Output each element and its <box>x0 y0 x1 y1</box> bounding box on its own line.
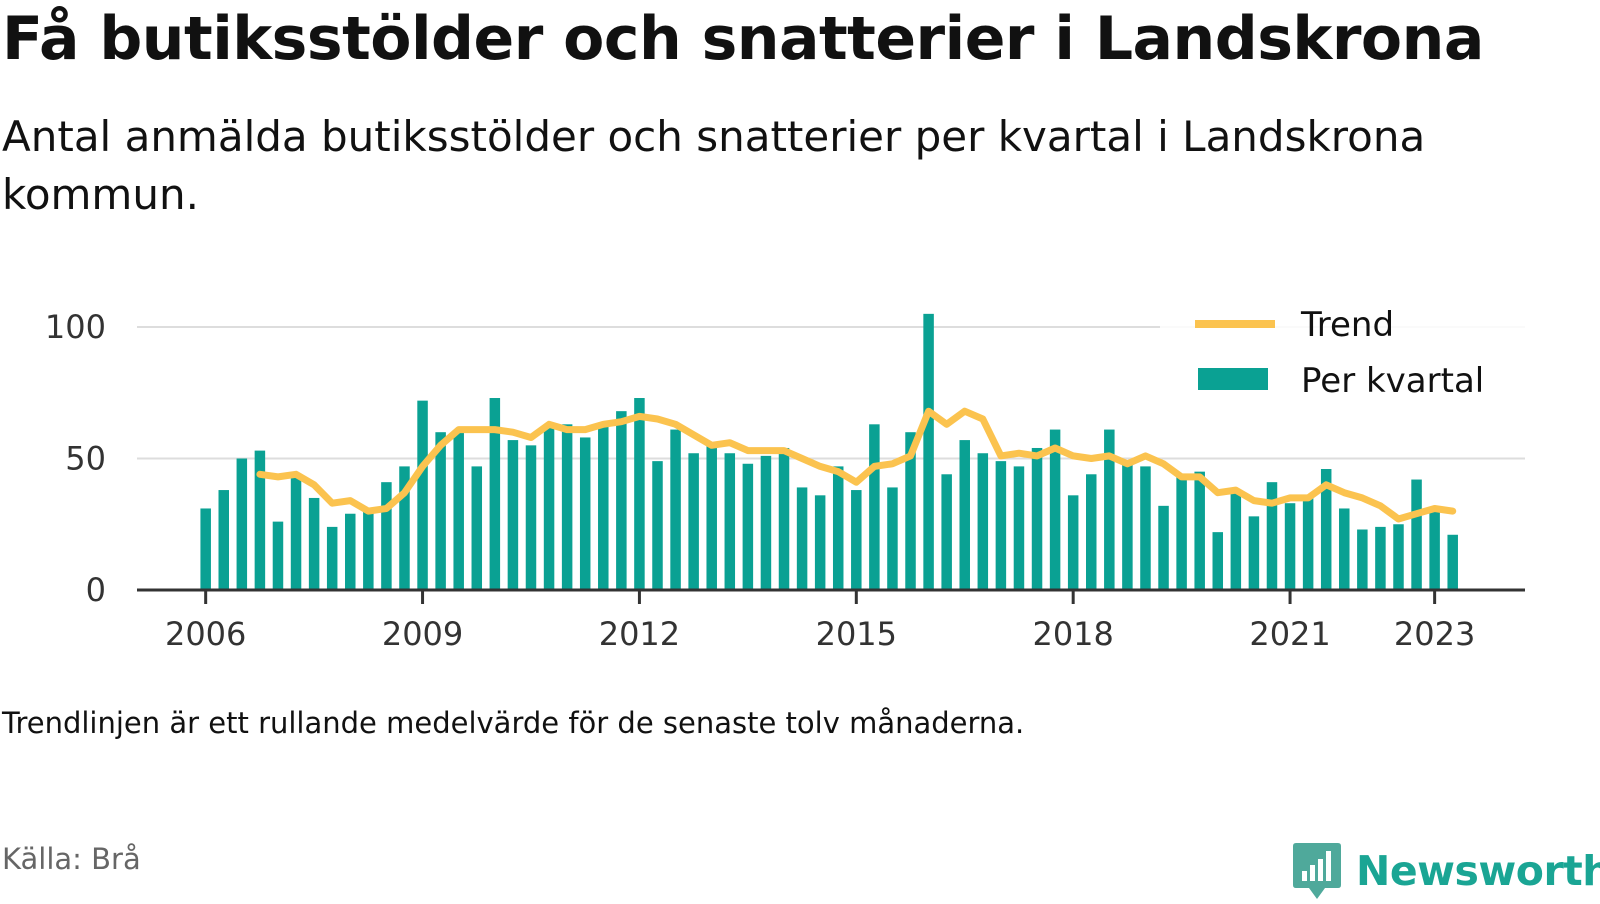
bar <box>1104 429 1115 590</box>
bar <box>326 526 338 590</box>
brand-name: Newsworthy <box>1356 847 1600 895</box>
bar <box>1320 469 1332 590</box>
bar <box>1411 479 1422 590</box>
bar <box>1158 505 1169 590</box>
bar <box>1230 490 1242 590</box>
bar <box>1248 516 1260 590</box>
bar <box>1086 474 1097 590</box>
newsworthy-logo-icon <box>1293 843 1341 899</box>
bar <box>706 445 717 590</box>
bar <box>1393 524 1404 590</box>
bar <box>869 424 880 590</box>
bar <box>1339 508 1350 590</box>
x-tick-label: 2023 <box>1394 615 1475 653</box>
bar <box>1031 447 1043 590</box>
bar <box>435 432 446 590</box>
bar <box>471 466 483 590</box>
bar <box>1266 482 1278 590</box>
y-tick-label: 50 <box>65 440 106 478</box>
bar <box>1122 461 1133 590</box>
bar-series <box>200 313 1458 590</box>
chart-subtitle: Antal anmälda butiksstölder och snatteri… <box>2 112 1426 219</box>
bar <box>345 513 356 590</box>
axes: 0 50 100 2006 2009 2012 2015 2018 2021 2023 <box>45 308 1525 653</box>
legend-trend-label: Trend <box>1300 305 1394 345</box>
legend-bar-swatch <box>1198 368 1268 390</box>
bar <box>670 429 681 590</box>
bar <box>543 426 555 590</box>
bar <box>561 424 573 590</box>
bar <box>200 508 211 590</box>
x-tick-label: 2021 <box>1249 615 1330 653</box>
x-tick-label: 2009 <box>382 615 463 653</box>
bar <box>1212 532 1224 590</box>
bar <box>1284 503 1296 590</box>
bar <box>1357 529 1368 590</box>
brand-logo: Newsworthy <box>1292 838 1600 904</box>
bar <box>218 490 229 590</box>
trend-series <box>256 407 1457 523</box>
bar <box>1013 466 1025 590</box>
bar <box>1429 508 1440 590</box>
bar <box>1302 497 1314 590</box>
bar <box>1049 429 1061 590</box>
bar <box>832 466 844 590</box>
x-tick-label: 2018 <box>1032 615 1113 653</box>
bar <box>1176 474 1187 590</box>
bar <box>399 466 410 590</box>
bar <box>579 437 591 590</box>
bar <box>887 487 898 590</box>
bar <box>308 497 320 590</box>
bar <box>1067 495 1079 590</box>
y-tick-label: 100 <box>45 308 106 346</box>
bar <box>796 487 808 590</box>
source-credit: Källa: Brå <box>2 842 141 876</box>
x-tick-label: 2006 <box>165 615 246 653</box>
bar <box>688 453 699 590</box>
bar <box>272 521 284 590</box>
bar <box>254 450 266 590</box>
y-tick-label: 0 <box>86 571 106 609</box>
bar <box>851 490 862 590</box>
bar <box>760 455 772 590</box>
bar <box>814 495 826 590</box>
bar <box>778 447 790 590</box>
bar <box>616 411 627 590</box>
x-tick-label: 2012 <box>599 615 680 653</box>
bar <box>652 461 663 590</box>
bar <box>724 453 736 590</box>
bar <box>742 463 754 590</box>
bar <box>1447 534 1458 590</box>
trend-line <box>256 407 1457 523</box>
bar <box>977 453 989 590</box>
bar <box>489 398 501 590</box>
bar <box>381 482 392 590</box>
bar <box>959 440 970 590</box>
bar <box>290 476 302 590</box>
chart-title: Få butiksstölder och snatterier i Landsk… <box>2 4 1484 74</box>
bar <box>1194 471 1205 590</box>
bar <box>941 474 952 590</box>
bar <box>634 398 645 590</box>
bar <box>995 461 1007 590</box>
bar <box>1140 466 1151 590</box>
bar <box>417 400 428 590</box>
quarterly-chart: 0 50 100 2006 2009 2012 2015 2018 2021 2023 Trend… <box>45 305 1536 653</box>
x-tick-label: 2015 <box>816 615 897 653</box>
bar <box>598 426 609 590</box>
bar <box>923 313 934 590</box>
bar <box>507 440 519 590</box>
bar <box>453 432 464 590</box>
bar <box>525 445 537 590</box>
footnote: Trendlinjen är ett rullande medelvärde f… <box>2 706 1025 740</box>
bar <box>905 432 916 590</box>
bar <box>1375 526 1386 590</box>
bar <box>363 511 374 590</box>
legend: Trend Per kvartal <box>1160 305 1536 410</box>
legend-bar-label: Per kvartal <box>1301 361 1484 401</box>
bar <box>236 458 248 590</box>
